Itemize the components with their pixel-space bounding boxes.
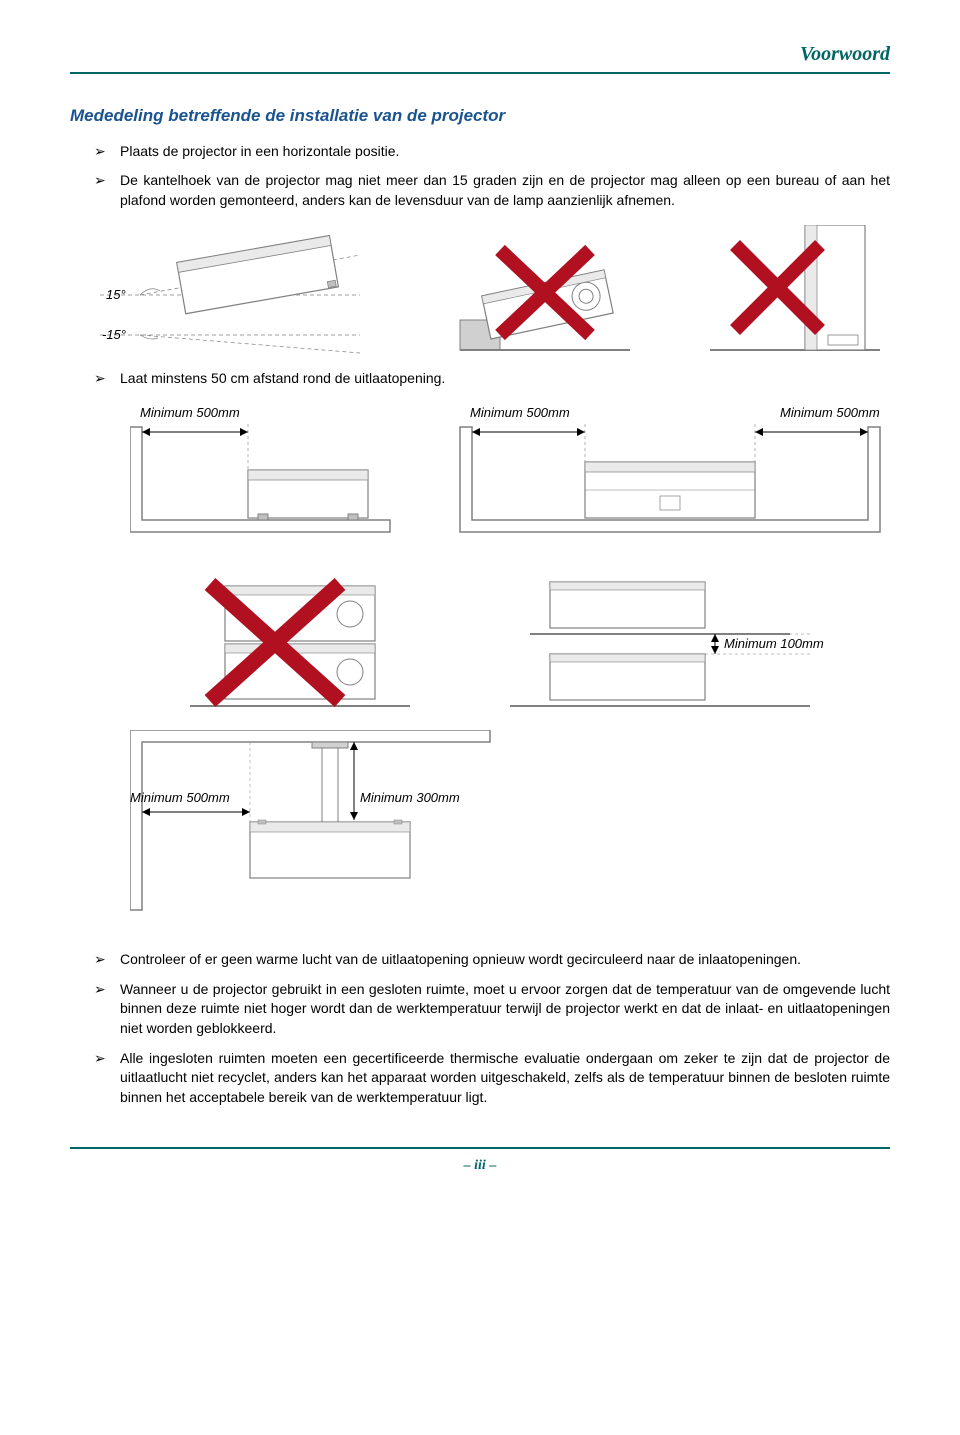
bullet-item: Controleer of er geen warme lucht van de… <box>120 950 890 970</box>
bullet-item: De kantelhoek van de projector mag niet … <box>120 171 890 210</box>
bullet-item: Alle ingesloten ruimten moeten een gecer… <box>120 1049 890 1108</box>
clearance-bullet: Laat minstens 50 cm afstand rond de uitl… <box>70 369 890 389</box>
section-header: Voorwoord <box>70 40 890 68</box>
min500-label: Minimum 500mm <box>130 790 230 805</box>
angle-pos-label: 15° <box>106 287 126 302</box>
bullet-item: Wanneer u de projector gebruikt in een g… <box>120 980 890 1039</box>
intro-bullets: Plaats de projector in een horizontale p… <box>70 142 890 211</box>
clearance-row-2: Minimum 100mm <box>70 556 890 716</box>
footer-rule <box>70 1147 890 1149</box>
page-number: – iii – <box>464 1158 497 1173</box>
min500-label: Minimum 500mm <box>780 405 880 420</box>
min500-label: Minimum 500mm <box>470 405 570 420</box>
closing-bullets: Controleer of er geen warme lucht van de… <box>70 950 890 1107</box>
page-footer: – iii – <box>70 1147 890 1176</box>
clearance-row-1: Minimum 500mm Minimum 500mm Minimum 500m… <box>70 402 890 542</box>
min500-label: Minimum 500mm <box>140 405 240 420</box>
min100-label: Minimum 100mm <box>724 636 824 651</box>
bullet-item: Plaats de projector in een horizontale p… <box>120 142 890 162</box>
angle-neg-label: -15° <box>102 327 126 342</box>
bullet-item: Laat minstens 50 cm afstand rond de uitl… <box>120 369 890 389</box>
clearance-row-3: Minimum 500mm Minimum 300mm <box>70 730 890 920</box>
header-rule <box>70 72 890 74</box>
min300-label: Minimum 300mm <box>360 790 460 805</box>
page-title: Mededeling betreffende de installatie va… <box>70 104 890 128</box>
tilt-diagram-row: 15° -15° <box>70 225 890 355</box>
